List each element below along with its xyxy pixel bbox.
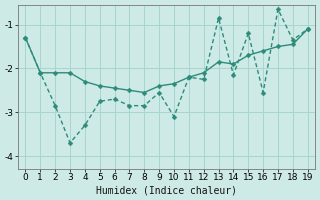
X-axis label: Humidex (Indice chaleur): Humidex (Indice chaleur) [96, 185, 237, 195]
